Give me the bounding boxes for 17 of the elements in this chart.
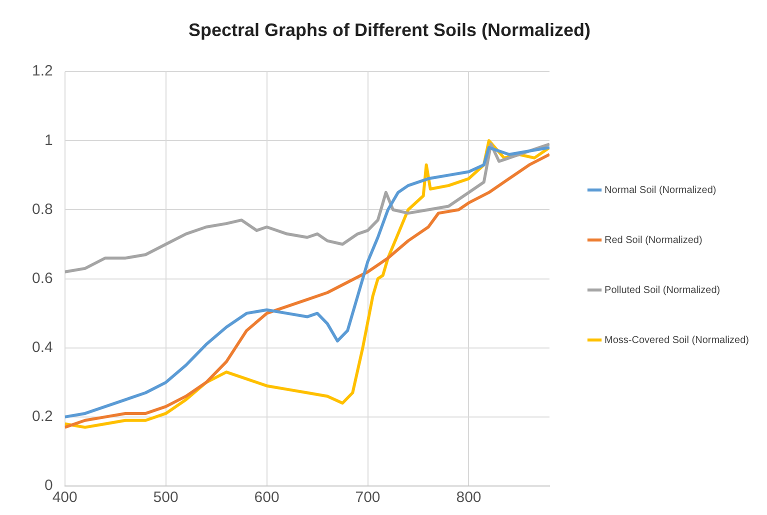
y-tick-label: 0.8 (32, 200, 53, 218)
x-tick-label: 800 (456, 489, 482, 506)
y-tick-label: 0.2 (32, 408, 53, 426)
y-tick-label: 0 (44, 477, 53, 494)
y-tick-label: 0.4 (32, 339, 53, 356)
legend-label: Red Soil (Normalized) (604, 234, 702, 246)
chart-title: Spectral Graphs of Different Soils (Normalized) (188, 20, 591, 40)
legend-label: Polluted Soil (Normalized) (604, 284, 720, 296)
y-tick-label: 1 (44, 132, 53, 149)
x-tick-label: 600 (254, 489, 280, 506)
legend-label: Normal Soil (Normalized) (604, 184, 716, 196)
x-tick-label: 500 (153, 489, 178, 506)
x-tick-label: 400 (52, 489, 78, 506)
x-tick-label: 700 (355, 489, 380, 506)
y-tick-label: 0.6 (32, 270, 53, 287)
y-tick-label: 1.2 (32, 62, 53, 80)
legend-label: Moss-Covered Soil (Normalized) (604, 334, 749, 346)
